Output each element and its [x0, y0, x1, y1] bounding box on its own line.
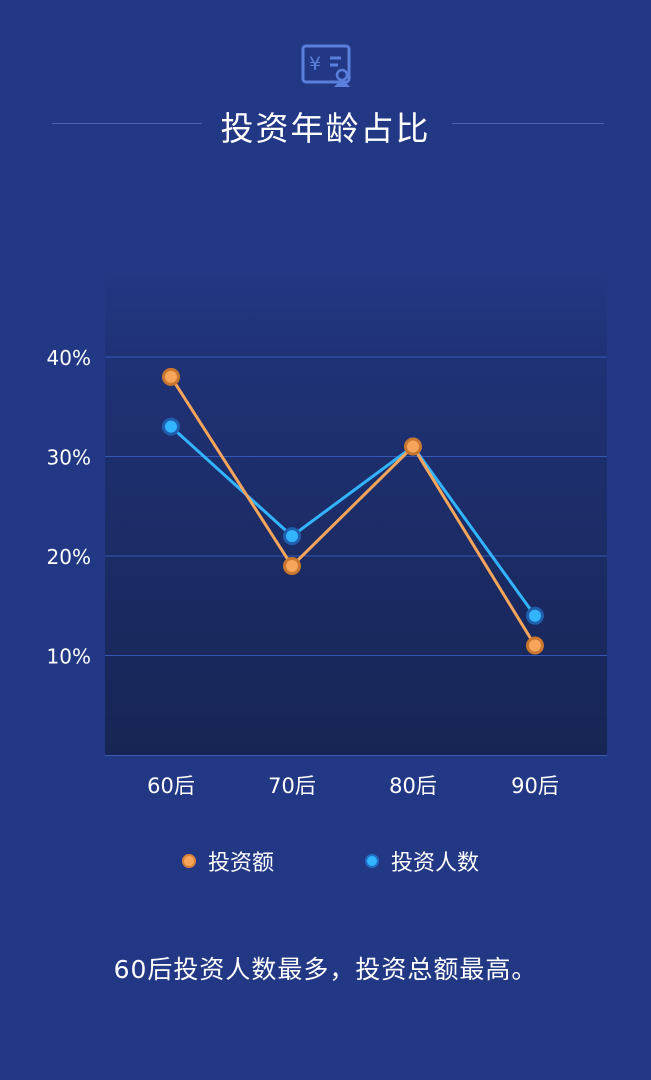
- x-tick-label: 70后: [268, 774, 316, 798]
- data-point-s0-1: [283, 556, 301, 575]
- y-tick-label: 40%: [47, 346, 91, 370]
- x-tick-label: 80后: [389, 774, 437, 798]
- legend-dot-amount: [182, 854, 196, 868]
- summary-text: 60后投资人数最多，投资总额最高。: [113, 955, 538, 984]
- page-title: 投资年龄占比: [220, 109, 431, 148]
- data-point-s0-3: [526, 636, 544, 655]
- data-point-s1-3: [526, 606, 544, 625]
- legend-label-amount: 投资额: [208, 851, 275, 876]
- series-line-1: [169, 425, 537, 618]
- data-point-s0-0: [162, 367, 180, 386]
- svg-text:¥: ¥: [309, 53, 321, 75]
- y-tick-label: 10%: [47, 645, 91, 669]
- plot-area: [105, 268, 607, 756]
- data-point-s0-2: [404, 437, 422, 456]
- line-chart: 40% 30% 20% 10% 60后 70后 80后 90后: [47, 268, 607, 798]
- x-tick-label: 60后: [147, 774, 195, 798]
- legend-item-investors: 投资人数: [365, 845, 479, 877]
- data-point-s1-0: [162, 417, 180, 436]
- y-tick-label: 30%: [47, 446, 91, 470]
- series-line-0: [169, 375, 537, 648]
- legend-dot-investors: [365, 854, 379, 868]
- title-divider-right: [452, 123, 604, 124]
- legend-item-amount: 投资额: [182, 845, 274, 877]
- data-point-s1-1: [283, 527, 301, 546]
- title-row: 投资年龄占比: [0, 100, 651, 148]
- chart-legend: 投资额 投资人数: [0, 845, 651, 877]
- yuan-invoice-user-icon: ¥: [301, 44, 355, 88]
- x-tick-label: 90后: [511, 774, 559, 798]
- legend-label-investors: 投资人数: [391, 851, 480, 876]
- y-tick-label: 20%: [47, 545, 91, 569]
- title-divider-left: [52, 123, 202, 124]
